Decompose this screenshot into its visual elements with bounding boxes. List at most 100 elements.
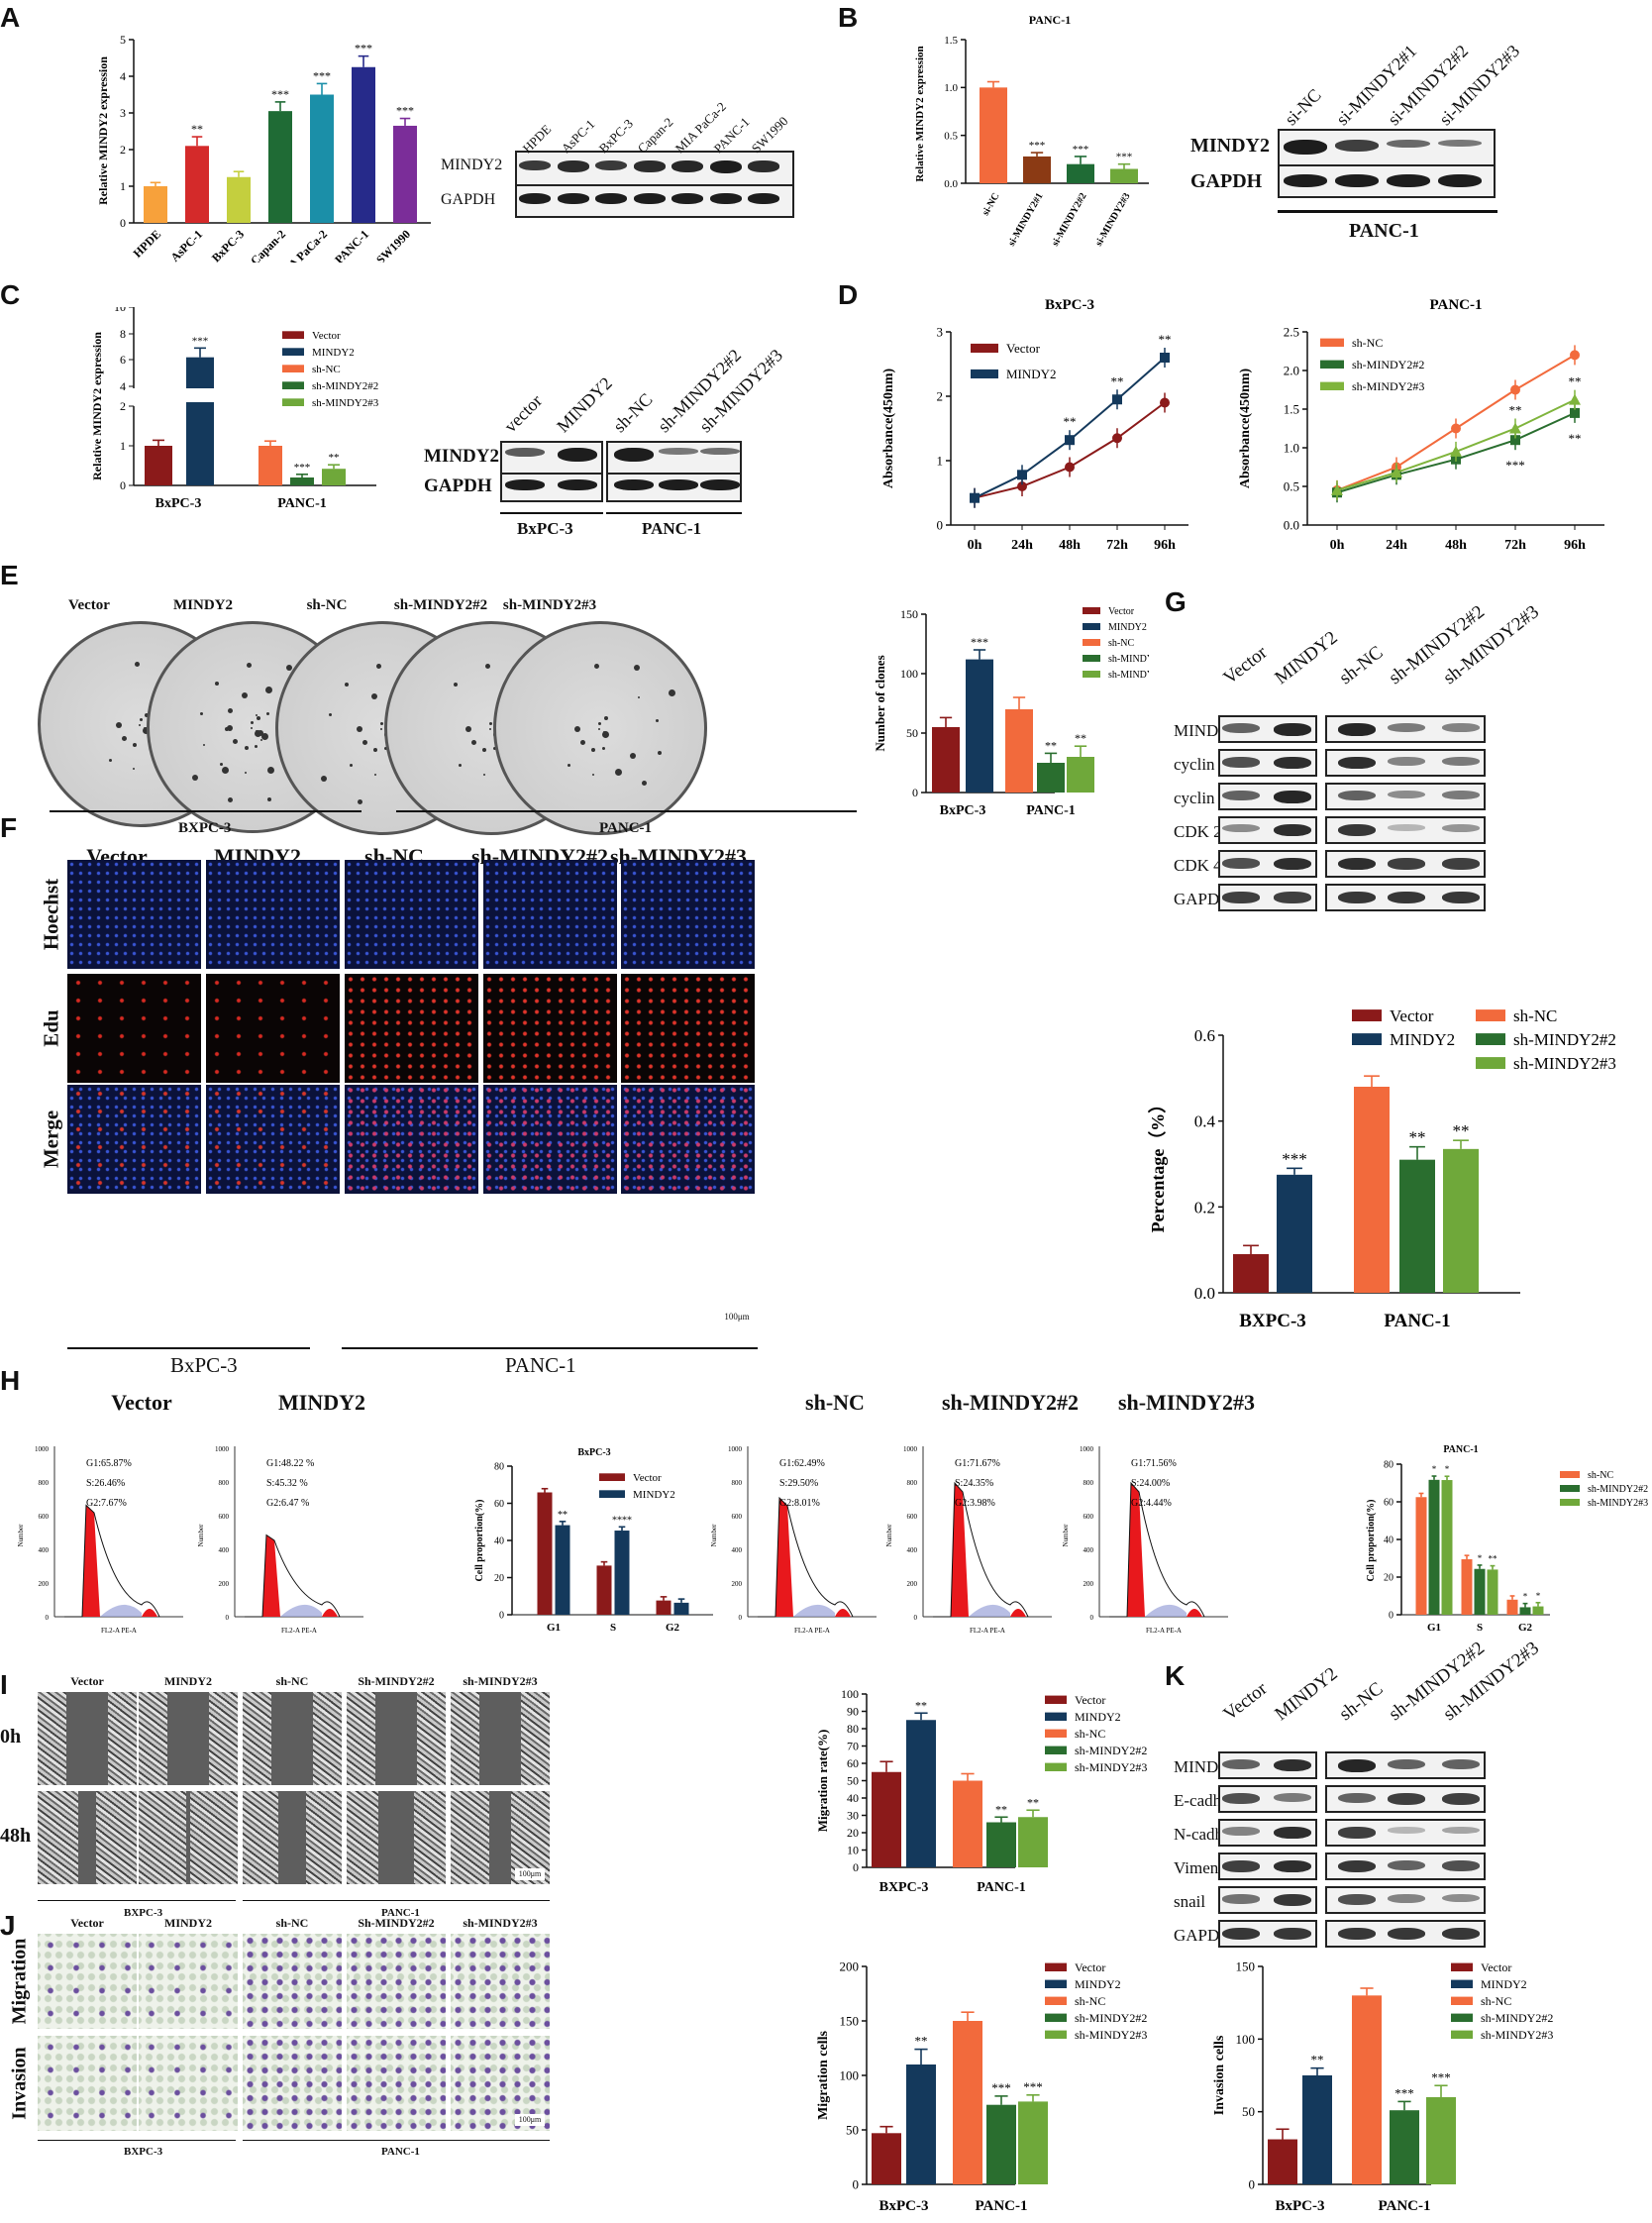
blotK-band — [1442, 1928, 1480, 1940]
chart-a-xtick-label: AsPC-1 — [167, 227, 205, 263]
svg-D2-point — [1510, 384, 1520, 395]
colony-spot — [220, 762, 224, 766]
chart-h2-bar — [1506, 1599, 1518, 1615]
chart-a-bar-sig: ** — [191, 122, 203, 136]
blot-b-band-gapdh — [1284, 174, 1327, 187]
blotG-row-label: CDK 2 — [1174, 822, 1222, 841]
chart-h2-legend-swatch — [1560, 1499, 1580, 1506]
chart-c-bar — [258, 446, 282, 485]
colony-dish — [493, 621, 707, 835]
chart-d1-sig: ** — [1159, 332, 1172, 347]
edu-row-label: Merge — [39, 1110, 63, 1169]
colony-spot — [116, 722, 123, 729]
blotG-band — [1274, 723, 1311, 736]
chart-f-legend-label: sh-MINDY2#3 — [1513, 1054, 1616, 1073]
colony-spot — [580, 740, 586, 746]
colony-spot — [598, 722, 602, 726]
svg-J-bar — [1018, 2101, 1048, 2184]
chart-b-xtick-label: si-MINDY2#2 — [1050, 191, 1089, 248]
chart-h2-bar — [1428, 1479, 1440, 1615]
blot-b-lane-label: si-NC — [1281, 84, 1325, 130]
chart-a-ytick-label: 2 — [120, 143, 126, 157]
flow-fit-line — [64, 1504, 160, 1618]
svg-E-group-label: PANC-1 — [1026, 803, 1076, 818]
chart-h2-bar — [1487, 1569, 1498, 1615]
svg-E-bar-sig: ** — [1045, 738, 1057, 752]
svg-J-legend-swatch — [1045, 2030, 1067, 2039]
chart-d1-sig: ** — [1064, 414, 1077, 429]
colony-spot — [376, 663, 381, 669]
svg-E-ytick-label: 100 — [900, 667, 918, 681]
colony-label: MINDY2 — [173, 597, 233, 613]
flow-ytick-label: 1000 — [35, 1445, 50, 1453]
edu-image — [483, 974, 617, 1083]
svg-F-ytick-label: 0.4 — [1194, 1112, 1216, 1131]
blotK-band — [1222, 1759, 1260, 1770]
svg-D2-point — [1570, 407, 1580, 418]
chart-a-xtick-label: Capan-2 — [248, 227, 288, 263]
chart-h1-bar — [673, 1602, 689, 1615]
chart-a-bar — [352, 66, 375, 223]
chart-d2-legend-label: sh-NC — [1352, 336, 1383, 350]
colony-spot — [568, 763, 571, 767]
blotK-band — [1222, 1827, 1260, 1836]
chart-h2-bar — [1441, 1480, 1453, 1615]
chart-h1-legend-label: Vector — [633, 1472, 662, 1484]
transwell-col-label: sh-MINDY2#3 — [463, 1916, 538, 1930]
colony-line-panc1 — [396, 810, 857, 812]
svg-D2-xtick-label: 0h — [1330, 538, 1345, 553]
colony-spot — [135, 662, 141, 668]
svg-I-ytick-label: 50 — [847, 1774, 859, 1788]
colony-spot — [350, 763, 354, 767]
colony-spot — [244, 746, 249, 751]
blotK-lane-label: Vector — [1219, 1678, 1272, 1726]
colony-spot — [489, 728, 492, 731]
chart-b-bar — [1067, 163, 1094, 183]
svg-E-legend-swatch — [1083, 671, 1100, 678]
svg-J-bar-sig: ** — [915, 2034, 928, 2049]
flow-ytick-label: 0 — [739, 1614, 743, 1622]
colony-spot — [594, 663, 599, 669]
colony-spot — [482, 747, 487, 752]
svg-D2-point — [1569, 393, 1581, 405]
svg-E-bar — [966, 659, 993, 793]
wound-col-label: sh-MINDY2#3 — [463, 1674, 538, 1688]
flow-label: sh-MINDY2#3 — [1117, 1390, 1256, 1415]
blotK-band — [1338, 1894, 1376, 1905]
blotK-row-label: GAPDH — [1174, 1926, 1232, 1945]
colony-spot — [251, 727, 254, 730]
chart-h2-bar-sig: * — [1523, 1592, 1528, 1602]
colony-spot — [641, 781, 647, 787]
blot-a-band-gapdh — [748, 193, 779, 204]
blotK-band — [1274, 1793, 1311, 1803]
chart-c-ytick-label: 8 — [120, 327, 126, 341]
svg-J-ytick-label: 150 — [840, 2014, 860, 2029]
chart-b-xtick-label: si-MINDY2#3 — [1093, 191, 1133, 248]
flow-ytick-label: 600 — [219, 1513, 230, 1521]
wound-col-label: Sh-MINDY2#2 — [358, 1674, 435, 1688]
svg-D1-point — [1017, 470, 1027, 480]
svg-J-legend-swatch — [1045, 1979, 1067, 1988]
flow-xlabel: FL2-A PE-A — [970, 1627, 1005, 1635]
colony-spot — [485, 663, 490, 669]
chart-a-bar — [268, 111, 292, 223]
flow-ylabel: Number — [197, 1524, 205, 1547]
wound-col-label: sh-NC — [275, 1674, 309, 1688]
svg-F-bar-sig: ** — [1409, 1128, 1426, 1147]
blotG-band — [1222, 824, 1260, 833]
svg-E-legend-swatch — [1083, 639, 1100, 646]
chart-b-bar — [1023, 156, 1051, 183]
flow-xlabel: FL2-A PE-A — [1146, 1627, 1182, 1635]
transwell-image — [243, 2036, 342, 2131]
blotG-band — [1222, 723, 1260, 734]
colony-spot — [602, 731, 610, 739]
colony-spot — [139, 718, 143, 722]
flow-stat: S:24.35% — [955, 1478, 993, 1489]
wound-image — [243, 1791, 342, 1884]
blotG-band — [1274, 824, 1311, 837]
svg-D1-point — [1112, 394, 1122, 405]
flow-stat: S:29.50% — [779, 1478, 818, 1489]
blotG-band — [1338, 723, 1376, 736]
chart-c-bar — [290, 477, 314, 485]
